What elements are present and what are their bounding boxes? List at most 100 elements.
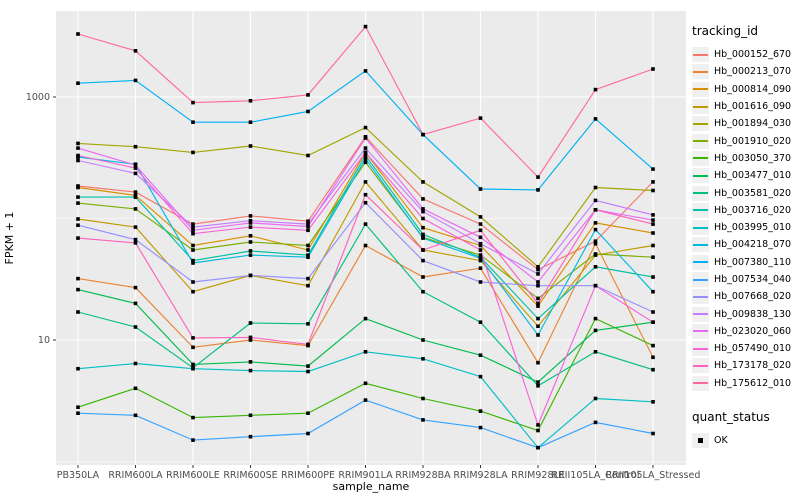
legend-line-icon <box>693 192 708 195</box>
x-axis-tick-label: RRII105LA_Stressed <box>606 470 701 481</box>
data-point <box>651 310 655 314</box>
legend-item-label: Hb_003581_020 <box>714 187 792 199</box>
legend-item-Hb_001894_030: Hb_001894_030 <box>692 115 800 132</box>
legend-key-swatch <box>692 81 709 97</box>
data-point <box>306 248 310 252</box>
data-point <box>248 144 253 148</box>
data-point <box>133 49 138 53</box>
legend-key-swatch <box>692 116 709 132</box>
data-point <box>536 324 540 328</box>
data-point <box>593 117 598 121</box>
data-point <box>421 132 425 137</box>
legend-line-icon <box>693 122 708 125</box>
data-point <box>191 336 195 340</box>
data-point <box>191 228 195 233</box>
legend-key-swatch <box>692 64 709 80</box>
legend-item-Hb_004218_070: Hb_004218_070 <box>692 236 800 253</box>
data-point <box>536 188 540 192</box>
data-point <box>306 369 310 374</box>
legend-key-swatch <box>692 358 709 374</box>
data-point <box>593 316 598 321</box>
legend-item-label: Hb_173178_020 <box>714 360 792 372</box>
data-point <box>248 218 253 223</box>
data-point <box>651 289 655 294</box>
data-point <box>248 249 253 253</box>
data-point <box>536 304 540 308</box>
data-point <box>536 267 540 272</box>
legend-key-swatch <box>692 289 709 305</box>
legend-item-quant-ok: OK <box>692 432 800 449</box>
legend-line-icon <box>693 295 708 298</box>
data-point <box>248 368 253 373</box>
data-point <box>536 445 540 450</box>
x-axis-tick-label: RRIM928LE <box>511 470 565 481</box>
data-point <box>651 218 655 222</box>
data-point <box>536 360 540 365</box>
legend-item-label: Hb_004218_070 <box>714 239 792 251</box>
data-point <box>651 431 655 436</box>
data-point <box>191 362 195 367</box>
data-point <box>248 214 253 218</box>
data-point <box>536 283 540 288</box>
data-point <box>651 167 655 171</box>
legend-line-icon <box>693 105 708 108</box>
data-point <box>593 87 598 92</box>
data-point <box>651 255 655 259</box>
data-point <box>478 425 483 430</box>
data-point <box>191 243 195 248</box>
data-point <box>536 423 540 427</box>
data-point <box>363 200 368 205</box>
legend-key-swatch <box>692 323 709 339</box>
legend-item-Hb_003716_020: Hb_003716_020 <box>692 202 800 219</box>
legend-item-Hb_007668_020: Hb_007668_020 <box>692 288 800 305</box>
data-point <box>478 266 483 270</box>
data-point <box>133 190 138 194</box>
data-point <box>248 360 253 364</box>
legend-item-Hb_007380_110: Hb_007380_110 <box>692 254 800 271</box>
data-point <box>651 243 655 248</box>
data-point <box>248 221 253 225</box>
legend-item-label: Hb_009838_130 <box>714 308 792 320</box>
data-point <box>76 287 80 292</box>
data-point <box>651 213 655 217</box>
legend-item-Hb_175612_010: Hb_175612_010 <box>692 375 800 392</box>
legend-item-label: Hb_007534_040 <box>714 274 792 285</box>
x-axis-tick-label: PB350LA <box>57 470 100 481</box>
data-point <box>76 195 80 199</box>
data-point <box>133 241 138 245</box>
data-point <box>363 316 368 321</box>
data-point <box>191 258 195 263</box>
data-point <box>421 209 425 214</box>
legend-item-label: Hb_003995_010 <box>714 222 792 234</box>
data-point <box>76 217 80 221</box>
data-point <box>421 216 425 221</box>
data-point <box>76 276 80 281</box>
legend-key-swatch <box>692 433 709 449</box>
data-point <box>76 310 80 314</box>
legend-item-label: Hb_001894_030 <box>714 118 792 130</box>
data-point <box>536 301 540 306</box>
data-point <box>76 81 80 85</box>
legend-item-label: Hb_057490_010 <box>714 343 792 355</box>
legend-item-Hb_007534_040: Hb_007534_040 <box>692 271 800 288</box>
legend-line-icon <box>693 261 708 264</box>
data-point <box>363 125 368 130</box>
legend-line-icon <box>693 157 708 160</box>
legend-item-Hb_023020_060: Hb_023020_060 <box>692 323 800 340</box>
data-point <box>363 160 368 165</box>
data-point <box>651 400 655 404</box>
legend-key-swatch <box>692 375 709 391</box>
data-point <box>248 225 253 229</box>
data-point <box>421 338 425 342</box>
data-point <box>191 120 195 124</box>
x-axis-tick-label: RRIM928LA <box>453 470 508 481</box>
panel-background <box>56 11 686 465</box>
data-point <box>133 237 138 242</box>
data-point <box>478 187 483 191</box>
data-point <box>363 136 368 140</box>
data-point <box>76 158 80 163</box>
legend-line-icon <box>693 88 708 91</box>
legend-key-swatch <box>692 168 709 184</box>
data-point <box>478 353 483 357</box>
legend-item-Hb_001616_090: Hb_001616_090 <box>692 98 800 115</box>
